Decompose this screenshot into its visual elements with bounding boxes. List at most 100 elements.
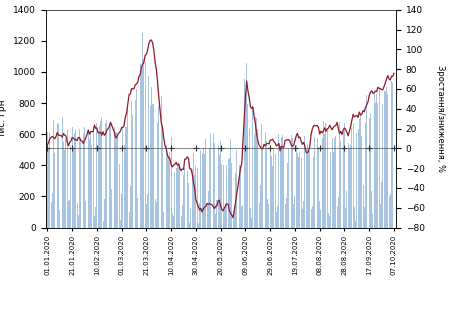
Bar <box>134 117 135 228</box>
Bar <box>348 144 349 228</box>
Bar <box>121 194 122 228</box>
Bar <box>224 210 225 228</box>
Bar <box>93 127 94 228</box>
Bar <box>355 221 356 227</box>
Bar <box>344 123 345 228</box>
Y-axis label: Тис. грн: Тис. грн <box>0 99 7 138</box>
Bar <box>345 208 346 228</box>
Bar <box>53 120 54 228</box>
Bar <box>153 104 154 228</box>
Bar <box>137 198 138 227</box>
Bar <box>235 173 236 227</box>
Bar <box>156 202 157 227</box>
Bar <box>302 209 303 228</box>
Bar <box>163 212 164 227</box>
Bar <box>59 210 60 227</box>
Bar <box>329 216 330 227</box>
Bar <box>95 207 96 228</box>
Bar <box>105 123 106 228</box>
Bar <box>48 149 49 227</box>
Bar <box>246 63 247 227</box>
Bar <box>188 183 189 228</box>
Bar <box>52 193 53 228</box>
Bar <box>106 120 107 228</box>
Bar <box>275 154 276 228</box>
Bar <box>335 136 336 227</box>
Bar <box>308 151 309 227</box>
Bar <box>262 149 263 227</box>
Bar <box>94 216 95 228</box>
Bar <box>189 223 190 227</box>
Bar <box>253 134 254 228</box>
Bar <box>309 151 310 228</box>
Bar <box>208 191 209 228</box>
Bar <box>288 148 289 228</box>
Bar <box>177 165 178 227</box>
Bar <box>57 124 58 228</box>
Bar <box>120 220 121 228</box>
Bar <box>289 139 290 228</box>
Bar <box>378 103 379 228</box>
Bar <box>88 129 89 228</box>
Bar <box>303 201 304 227</box>
Bar <box>214 143 215 228</box>
Bar <box>136 89 137 228</box>
Bar <box>143 59 144 228</box>
Bar <box>107 137 108 228</box>
Bar <box>67 130 68 228</box>
Bar <box>76 203 77 228</box>
Bar <box>306 150 307 228</box>
Bar <box>307 144 308 228</box>
Bar <box>234 206 235 228</box>
Bar <box>382 104 383 228</box>
Bar <box>244 79 245 228</box>
Bar <box>322 138 323 227</box>
Bar <box>83 134 84 228</box>
Bar <box>79 129 80 227</box>
Bar <box>347 191 348 228</box>
Bar <box>116 132 117 227</box>
Bar <box>386 87 387 228</box>
Bar <box>240 165 241 228</box>
Bar <box>277 206 278 228</box>
Bar <box>245 94 246 228</box>
Bar <box>385 91 386 228</box>
Bar <box>265 132 266 227</box>
Bar <box>194 175 195 228</box>
Bar <box>325 123 326 228</box>
Bar <box>124 145 125 228</box>
Bar <box>267 199 268 227</box>
Bar <box>71 127 73 228</box>
Bar <box>339 123 340 228</box>
Bar <box>263 124 264 228</box>
Bar <box>318 147 319 228</box>
Bar <box>387 94 388 228</box>
Bar <box>132 115 133 228</box>
Bar <box>155 199 156 227</box>
Bar <box>268 204 269 228</box>
Bar <box>119 164 120 228</box>
Bar <box>327 128 328 228</box>
Bar <box>358 129 359 228</box>
Bar <box>338 197 339 228</box>
Bar <box>342 135 343 228</box>
Bar <box>392 83 393 227</box>
Bar <box>109 125 110 228</box>
Bar <box>225 203 226 228</box>
Bar <box>381 182 382 227</box>
Bar <box>122 128 123 228</box>
Bar <box>193 153 194 228</box>
Bar <box>314 137 315 228</box>
Bar <box>69 200 70 227</box>
Bar <box>99 126 100 228</box>
Bar <box>152 104 153 228</box>
Bar <box>198 223 199 227</box>
Bar <box>311 209 312 228</box>
Bar <box>104 199 105 227</box>
Bar <box>375 103 376 228</box>
Bar <box>172 213 173 228</box>
Bar <box>365 123 366 228</box>
Bar <box>135 100 136 228</box>
Bar <box>222 165 223 228</box>
Bar <box>181 216 182 228</box>
